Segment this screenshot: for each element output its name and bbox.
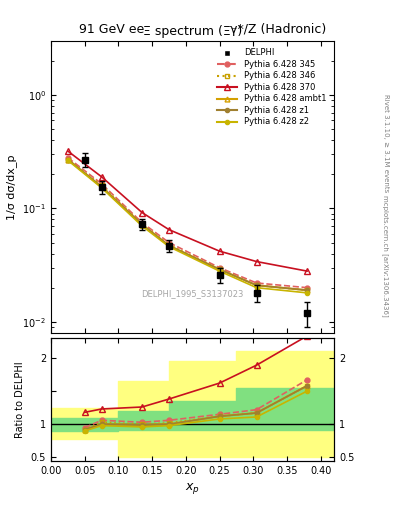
X-axis label: $x_p$: $x_p$	[185, 481, 200, 496]
Y-axis label: Ratio to DELPHI: Ratio to DELPHI	[15, 361, 25, 438]
Text: mcplots.cern.ch [arXiv:1306.3436]: mcplots.cern.ch [arXiv:1306.3436]	[382, 195, 389, 317]
Legend: DELPHI, Pythia 6.428 345, Pythia 6.428 346, Pythia 6.428 370, Pythia 6.428 ambt1: DELPHI, Pythia 6.428 345, Pythia 6.428 3…	[213, 45, 330, 130]
Y-axis label: 1/σ dσ/dx_p: 1/σ dσ/dx_p	[6, 154, 17, 220]
Text: γ*/Z (Hadronic): γ*/Z (Hadronic)	[230, 23, 326, 36]
Text: Rivet 3.1.10, ≥ 3.1M events: Rivet 3.1.10, ≥ 3.1M events	[383, 94, 389, 193]
Text: 91 GeV ee: 91 GeV ee	[79, 23, 144, 36]
Text: DELPHI_1995_S3137023: DELPHI_1995_S3137023	[141, 289, 244, 298]
Title: Ξ spectrum (Ξ⁻): Ξ spectrum (Ξ⁻)	[143, 26, 242, 38]
